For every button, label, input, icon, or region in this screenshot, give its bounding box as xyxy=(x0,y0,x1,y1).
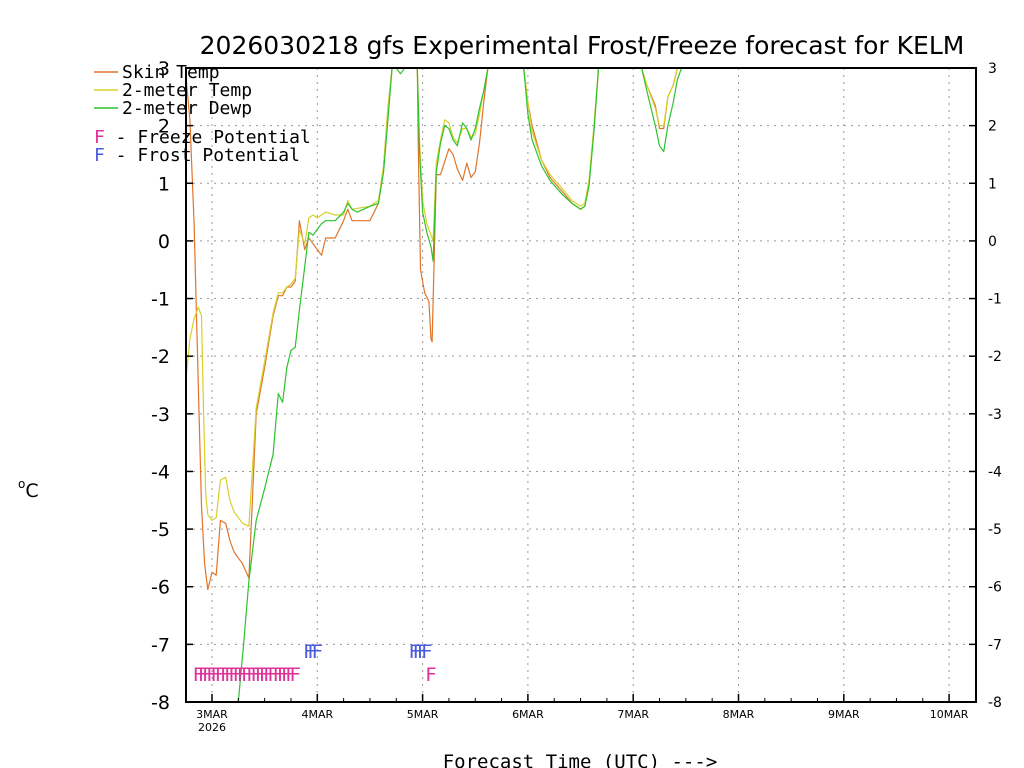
freeze-marker: F xyxy=(233,664,244,686)
y-axis-label: oC xyxy=(18,477,39,502)
y-tick-label-left: -4 xyxy=(151,461,170,483)
y-tick-label-right: -3 xyxy=(988,407,1002,423)
freeze-marker: F xyxy=(263,664,274,686)
y-axis-label-main: C xyxy=(25,480,38,502)
legend-marker-label: - Frost Potential xyxy=(105,145,300,166)
freeze-marker: F xyxy=(206,664,217,686)
series-line-2-meter-temp xyxy=(186,68,678,527)
frost-marker: F xyxy=(408,641,419,663)
freeze-marker: F xyxy=(259,664,270,686)
frost-marker: F xyxy=(303,641,314,663)
y-tick-label-left: 1 xyxy=(158,173,170,195)
x-axis-ticks: 3MAR 4MAR 5MAR 6MAR 7MAR 8MAR 9MAR 10MAR xyxy=(196,694,969,721)
frost-marker: F xyxy=(307,641,318,663)
x-tick-label: 7MAR xyxy=(617,708,649,721)
y-tick-label-right: -1 xyxy=(988,292,1002,308)
freeze-marker: F xyxy=(193,664,204,686)
y-tick-label-right: -7 xyxy=(988,637,1002,653)
freeze-marker: F xyxy=(210,664,221,686)
freeze-marker: F xyxy=(241,664,252,686)
freeze-marker: F xyxy=(289,664,300,686)
frost-marker: F xyxy=(413,641,424,663)
legend-label: 2-meter Temp xyxy=(122,80,252,101)
freeze-marker: F xyxy=(220,664,231,686)
series-line-2-meter-dewp xyxy=(237,68,683,702)
y-tick-label-right: -5 xyxy=(988,522,1002,538)
y-axis-ticks: -8 -8 -7 -7 -6 -6 -5 -5 -4 -4 -3 -3 -2 -2 -1 -1 0 0 1 1 2 2 3 3 xyxy=(151,58,1002,714)
freeze-marker: F xyxy=(425,664,436,686)
y-tick-label-left: 0 xyxy=(158,231,170,253)
y-axis-label-sup: o xyxy=(18,477,25,491)
y-tick-label-right: 2 xyxy=(988,119,997,135)
freeze-marker: F xyxy=(285,664,296,686)
y-tick-label-left: -7 xyxy=(151,634,170,656)
frost-marker: F xyxy=(312,641,323,663)
chart-title: 2026030218 gfs Experimental Frost/Freeze… xyxy=(200,31,965,60)
x-tick-label: 9MAR xyxy=(828,708,860,721)
freeze-marker: F xyxy=(255,664,266,686)
y-tick-label-left: 3 xyxy=(158,58,170,80)
freeze-marker: F xyxy=(273,664,284,686)
y-tick-label-right: -2 xyxy=(988,349,1002,365)
y-tick-label-right: -6 xyxy=(988,580,1002,596)
y-tick-label-right: 3 xyxy=(988,61,997,77)
gridlines xyxy=(186,68,976,702)
y-tick-label-left: -2 xyxy=(151,346,170,368)
freeze-marker: F xyxy=(281,664,292,686)
freeze-marker: F xyxy=(228,664,239,686)
frost-marker: F xyxy=(417,641,428,663)
x-tick-label: 10MAR xyxy=(930,708,969,721)
y-tick-label-left: -1 xyxy=(151,289,170,311)
legend-marker-glyph: F xyxy=(94,127,105,148)
y-tick-label-right: 0 xyxy=(988,234,997,250)
freeze-marker: F xyxy=(277,664,288,686)
x-axis-label: Forecast Time (UTC) ---> xyxy=(443,751,718,768)
legend-marker-entry: F - Frost Potential xyxy=(94,145,300,166)
y-tick-label-right: 1 xyxy=(988,176,997,192)
y-tick-label-left: -3 xyxy=(151,404,170,426)
y-tick-label-left: -8 xyxy=(151,692,170,714)
frost-marker: F xyxy=(421,641,432,663)
x-tick-label: 5MAR xyxy=(407,708,439,721)
freeze-marker: F xyxy=(237,664,248,686)
legend-label: Skin Temp xyxy=(122,62,220,83)
freeze-marker: F xyxy=(198,664,209,686)
freeze-marker: F xyxy=(246,664,257,686)
plot-frame xyxy=(185,67,977,703)
freeze-marker: F xyxy=(250,664,261,686)
y-tick-label-left: 2 xyxy=(158,116,170,138)
y-tick-label-left: -5 xyxy=(151,519,170,541)
x-tick-label: 3MAR xyxy=(196,708,228,721)
x-tick-label: 8MAR xyxy=(723,708,755,721)
legend-marker-entry: F - Freeze Potential xyxy=(94,127,311,148)
legend-marker-glyph: F xyxy=(94,145,105,166)
y-tick-label-right: -8 xyxy=(988,695,1002,711)
freeze-marker: F xyxy=(202,664,213,686)
x-tick-label: 4MAR xyxy=(301,708,333,721)
freeze-marker: F xyxy=(215,664,226,686)
freeze-marker: F xyxy=(224,664,235,686)
freeze-marker: F xyxy=(267,664,278,686)
series-lines xyxy=(186,68,683,702)
x-tick-label: 6MAR xyxy=(512,708,544,721)
legend-marker-label: - Freeze Potential xyxy=(105,127,311,148)
x-year-label: 2026 xyxy=(198,721,226,734)
y-tick-label-left: -6 xyxy=(151,577,170,599)
y-tick-label-right: -4 xyxy=(988,464,1002,480)
legend-label: 2-meter Dewp xyxy=(122,98,252,119)
